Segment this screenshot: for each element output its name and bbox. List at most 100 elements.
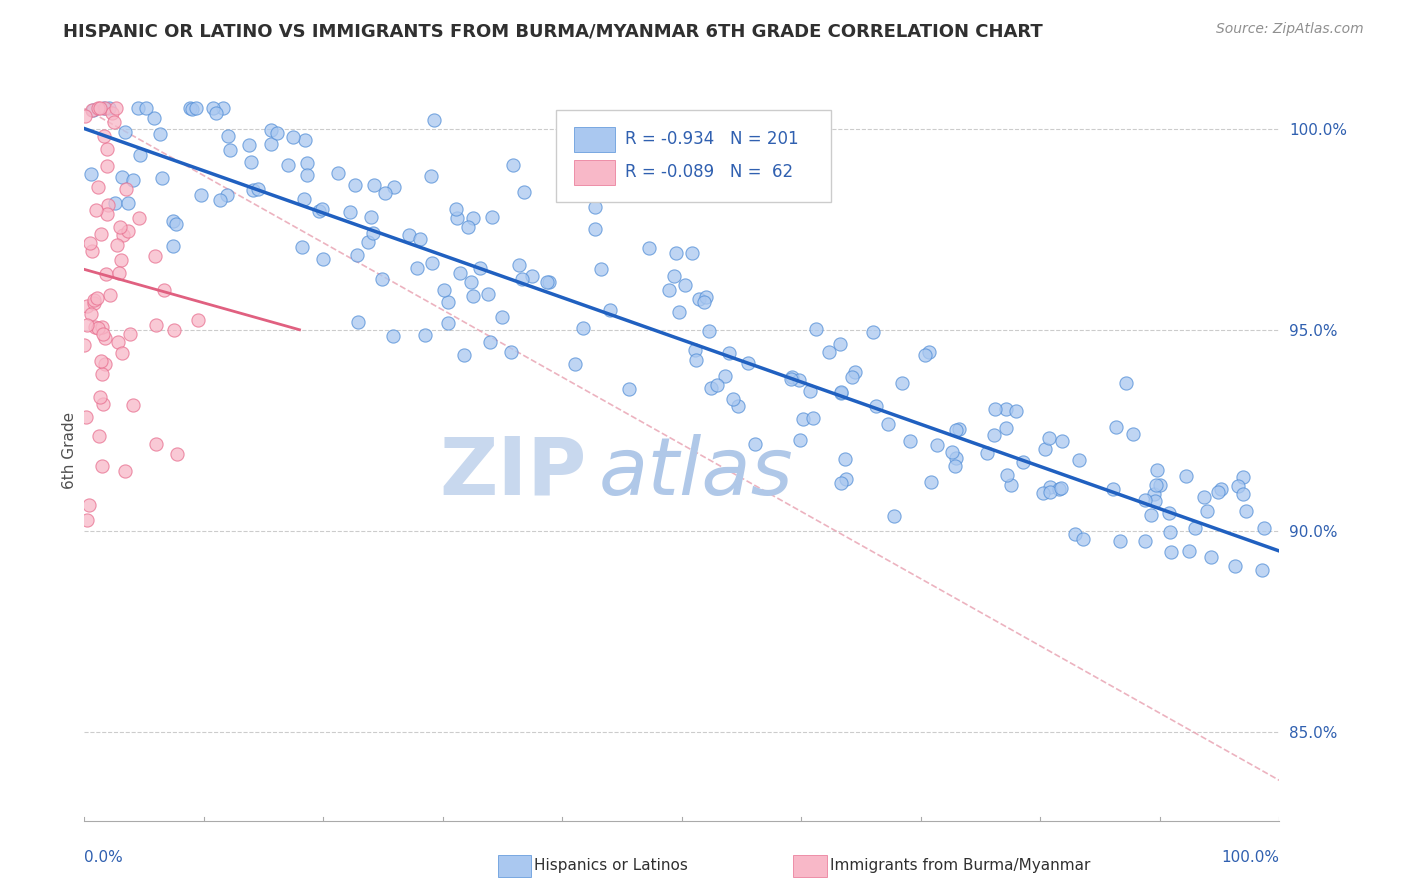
Point	[508, 258, 530, 272]
Point	[80, 307, 103, 321]
Point	[437, 295, 460, 310]
Point	[98, 288, 121, 302]
Point	[105, 102, 128, 116]
Point	[96, 142, 118, 156]
Point	[727, 399, 749, 413]
Point	[238, 137, 260, 152]
Point	[87, 102, 110, 116]
Point	[477, 286, 499, 301]
Point	[834, 452, 856, 467]
Point	[82, 103, 104, 118]
Point	[145, 318, 167, 332]
Point	[97, 102, 120, 116]
FancyBboxPatch shape	[575, 161, 614, 186]
Point	[91, 319, 114, 334]
Point	[96, 159, 118, 173]
Point	[105, 238, 128, 252]
Point	[127, 102, 149, 116]
Point	[1227, 479, 1250, 493]
Point	[97, 198, 120, 212]
Point	[664, 268, 686, 283]
Point	[1144, 494, 1167, 508]
Point	[619, 382, 641, 396]
Point	[217, 129, 239, 144]
Point	[883, 508, 905, 523]
Point	[90, 354, 112, 368]
Point	[79, 236, 101, 251]
Point	[502, 158, 524, 172]
Point	[83, 296, 105, 310]
Point	[93, 129, 115, 144]
Point	[360, 210, 382, 224]
Point	[564, 358, 586, 372]
Point	[433, 283, 456, 297]
Text: Immigrants from Burma/Myanmar: Immigrants from Burma/Myanmar	[830, 858, 1090, 872]
Point	[945, 423, 967, 437]
Point	[311, 202, 333, 216]
Point	[943, 458, 966, 473]
Point	[84, 202, 107, 217]
Point	[217, 188, 239, 202]
Point	[297, 168, 319, 182]
Point	[695, 290, 717, 304]
Point	[111, 228, 134, 243]
Point	[995, 421, 1018, 435]
Point	[444, 202, 467, 217]
Point	[108, 220, 131, 235]
Point	[422, 256, 444, 270]
Point	[246, 182, 269, 196]
Point	[162, 239, 184, 253]
Point	[536, 275, 558, 289]
Point	[266, 126, 288, 140]
Point	[491, 310, 513, 324]
Point	[665, 245, 688, 260]
Point	[107, 334, 129, 349]
Point	[277, 158, 299, 172]
Point	[700, 380, 723, 394]
Point	[1133, 493, 1156, 508]
Point	[312, 252, 335, 267]
Y-axis label: 6th Grade: 6th Grade	[62, 412, 77, 489]
Point	[865, 399, 887, 413]
Point	[914, 348, 936, 362]
Point	[737, 356, 759, 370]
Point	[1140, 508, 1163, 523]
Point	[681, 246, 703, 260]
Point	[149, 127, 172, 141]
Point	[179, 102, 201, 116]
Point	[1199, 549, 1222, 564]
Point	[111, 346, 134, 360]
Text: 0.0%: 0.0%	[84, 850, 124, 865]
Point	[87, 429, 110, 443]
Point	[706, 378, 728, 392]
Point	[211, 102, 233, 116]
Point	[983, 427, 1005, 442]
Point	[1032, 486, 1054, 500]
Text: R = -0.089   N =  62: R = -0.089 N = 62	[624, 163, 793, 181]
Text: HISPANIC OR LATINO VS IMMIGRANTS FROM BURMA/MYANMAR 6TH GRADE CORRELATION CHART: HISPANIC OR LATINO VS IMMIGRANTS FROM BU…	[63, 22, 1043, 40]
Point	[406, 260, 429, 275]
Point	[103, 115, 125, 129]
Point	[976, 446, 998, 460]
Point	[673, 277, 696, 292]
Point	[122, 398, 145, 412]
Point	[513, 185, 536, 199]
Point	[413, 328, 436, 343]
Point	[208, 193, 231, 207]
Point	[589, 261, 612, 276]
Point	[510, 272, 533, 286]
Point	[1175, 469, 1198, 483]
Point	[453, 347, 475, 361]
Point	[537, 275, 560, 289]
Point	[142, 111, 165, 125]
Point	[1146, 463, 1168, 477]
Point	[481, 210, 503, 224]
Point	[1038, 432, 1060, 446]
Point	[1108, 533, 1130, 548]
Point	[1209, 483, 1232, 497]
Point	[1005, 403, 1028, 417]
Point	[717, 346, 740, 360]
Point	[830, 384, 852, 399]
Point	[799, 384, 821, 399]
Point	[437, 316, 460, 330]
